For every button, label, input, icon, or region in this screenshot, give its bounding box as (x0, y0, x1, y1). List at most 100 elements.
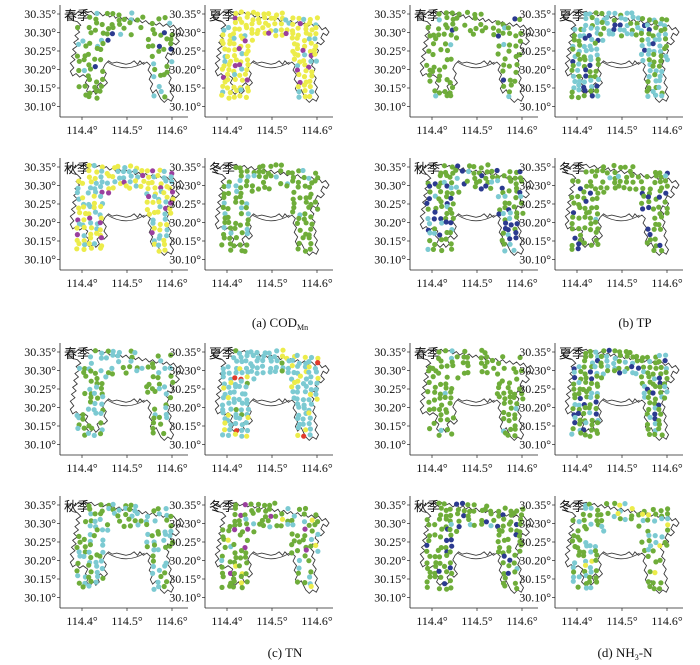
sample-point (306, 522, 312, 528)
sample-point (226, 370, 232, 376)
sample-point (604, 20, 610, 26)
sample-point (228, 422, 234, 428)
y-tick-label: 30.15° (374, 572, 406, 586)
sample-point (244, 201, 250, 207)
sample-point (295, 384, 301, 390)
sample-point (100, 575, 106, 581)
sample-point (630, 179, 636, 185)
sample-point (162, 94, 168, 100)
sample-point (76, 241, 82, 247)
sample-point (164, 36, 170, 42)
sample-point (274, 523, 280, 529)
sample-point (161, 583, 167, 590)
sample-point (94, 527, 100, 533)
sample-point (289, 35, 295, 41)
sample-point (134, 368, 140, 374)
x-tick-label: 114.5° (256, 276, 288, 290)
sample-point (110, 24, 116, 31)
sample-point (121, 175, 127, 181)
sample-point (236, 383, 242, 389)
sample-point (594, 195, 600, 201)
sample-point (233, 420, 239, 427)
sample-point (231, 570, 237, 577)
sample-point (442, 41, 449, 47)
sample-point (255, 186, 262, 192)
sample-point (576, 402, 582, 408)
sample-point (244, 67, 250, 73)
sample-point (506, 48, 512, 54)
y-tick-label: 30.20° (169, 401, 201, 415)
sample-point (238, 548, 245, 554)
sample-point (506, 93, 512, 100)
sample-point (502, 248, 508, 254)
map-panel: 30.35°30.30°30.25°30.20°30.15°30.10°114.… (169, 158, 333, 290)
sample-point (100, 549, 106, 555)
sample-point (242, 38, 248, 44)
sample-point (155, 209, 161, 215)
sample-point (576, 38, 582, 44)
sample-point (471, 502, 477, 508)
sample-point (518, 368, 525, 374)
sample-point (232, 63, 238, 69)
sample-point (449, 190, 455, 197)
sample-point (656, 222, 662, 228)
sample-point (289, 363, 295, 369)
sample-point (436, 370, 442, 376)
sample-point (588, 380, 595, 386)
sample-point (76, 205, 82, 211)
sample-point (167, 20, 173, 26)
sample-point (279, 516, 286, 522)
sample-point (448, 537, 454, 543)
sample-point (641, 193, 647, 199)
sample-point (587, 574, 593, 581)
y-tick-label: 30.15° (24, 572, 56, 586)
x-tick-label: 114.6° (156, 123, 188, 137)
sample-point (507, 394, 513, 400)
sample-point (219, 92, 225, 98)
sample-point (232, 15, 238, 21)
sample-point (250, 17, 256, 23)
x-tick-label: 114.6° (651, 123, 683, 137)
sample-point (624, 10, 630, 16)
x-tick-label: 114.5° (606, 461, 638, 475)
sample-point (279, 10, 285, 16)
sample-point (225, 432, 232, 438)
sample-point (482, 350, 488, 356)
sample-point (279, 511, 285, 517)
sample-point (103, 355, 109, 361)
sample-point (116, 17, 122, 23)
sample-point (430, 51, 436, 58)
sample-point (571, 369, 577, 375)
sample-point (664, 389, 670, 395)
sample-point (449, 84, 456, 91)
sample-point (303, 376, 309, 382)
sample-point (569, 221, 575, 227)
sample-point (98, 193, 104, 199)
sample-point (220, 32, 226, 38)
sample-point (444, 25, 450, 31)
sample-point (92, 209, 99, 215)
sample-point (294, 45, 301, 52)
sample-point (220, 40, 226, 47)
sample-point (308, 58, 314, 64)
sample-point (456, 524, 462, 530)
sample-point (94, 79, 100, 85)
sample-point (501, 553, 507, 559)
sample-point (239, 433, 245, 439)
sample-point (295, 25, 301, 31)
sample-point (232, 375, 238, 381)
sample-point (438, 358, 444, 364)
sample-point (250, 9, 257, 15)
sample-point (301, 174, 307, 181)
sample-point (88, 30, 94, 36)
lake-outline-group (417, 9, 535, 103)
sample-point (296, 240, 302, 246)
sample-point (595, 241, 601, 247)
sample-point (644, 22, 651, 28)
sample-point (100, 68, 106, 74)
sample-point (657, 380, 663, 386)
sample-point (611, 360, 617, 367)
sample-point (97, 553, 103, 559)
sample-point (646, 406, 652, 413)
sample-point (243, 51, 249, 57)
